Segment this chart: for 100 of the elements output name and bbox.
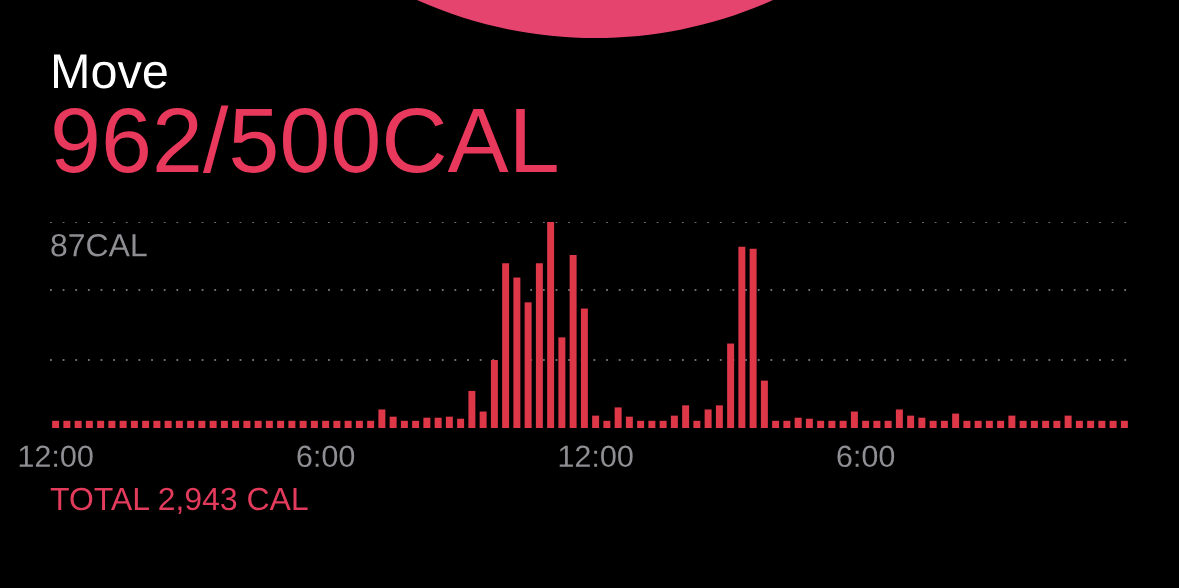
bar xyxy=(828,420,836,428)
bar xyxy=(220,420,228,428)
bar xyxy=(187,420,195,428)
bar xyxy=(760,380,768,428)
bar xyxy=(535,263,543,428)
bar xyxy=(873,420,881,428)
bar xyxy=(434,417,442,428)
bar xyxy=(727,343,735,428)
bar xyxy=(1064,415,1072,428)
bar xyxy=(153,420,161,428)
bar xyxy=(333,420,341,428)
bar xyxy=(130,420,138,428)
bar xyxy=(288,420,296,428)
x-tick-label: 12:00 xyxy=(559,445,633,468)
bar xyxy=(164,420,172,428)
bar xyxy=(1042,420,1050,428)
bar xyxy=(513,277,521,428)
bar xyxy=(603,420,611,428)
bar xyxy=(445,416,453,428)
x-tick-label: 12:00 xyxy=(19,445,93,468)
bar xyxy=(490,360,498,428)
bar xyxy=(1008,415,1016,428)
bar xyxy=(502,263,510,428)
bar xyxy=(85,420,93,428)
bar xyxy=(299,420,307,428)
ref-line-label: 87CAL xyxy=(51,233,147,257)
chart-title: Move xyxy=(53,54,167,89)
bar xyxy=(63,420,71,428)
bar xyxy=(794,417,802,428)
x-tick-label: 6:00 xyxy=(297,445,355,468)
bar xyxy=(558,337,566,428)
bar xyxy=(772,420,780,428)
bar xyxy=(1019,420,1027,428)
bar xyxy=(142,420,150,428)
bar xyxy=(378,409,386,428)
bar xyxy=(254,420,262,428)
bar xyxy=(1120,420,1128,428)
bar xyxy=(243,420,251,428)
bar xyxy=(783,420,791,428)
bar xyxy=(400,420,408,428)
bar xyxy=(637,420,645,428)
bar xyxy=(670,415,678,428)
bar xyxy=(265,420,273,428)
bar xyxy=(997,420,1005,428)
bar xyxy=(648,420,656,428)
bar xyxy=(839,420,847,428)
bar xyxy=(940,420,948,428)
bar xyxy=(929,420,937,428)
bar xyxy=(547,222,555,428)
bar xyxy=(884,420,892,428)
bar xyxy=(209,420,217,428)
bar xyxy=(907,415,915,428)
bar xyxy=(423,417,431,428)
bar xyxy=(524,302,532,428)
bar xyxy=(952,413,960,428)
bar xyxy=(985,420,993,428)
bar xyxy=(918,417,926,428)
bar xyxy=(355,420,363,428)
bar xyxy=(659,420,667,428)
bar xyxy=(817,420,825,428)
bar xyxy=(749,248,757,428)
bar xyxy=(625,416,633,428)
bar xyxy=(805,418,813,428)
bar xyxy=(1053,420,1061,428)
bar xyxy=(412,420,420,428)
bar xyxy=(389,416,397,428)
text: TOTAL 2,943 CAL xyxy=(50,487,308,515)
bar xyxy=(119,420,127,428)
bar xyxy=(277,420,285,428)
bar xyxy=(682,405,690,428)
bar xyxy=(715,405,723,428)
bar xyxy=(895,409,903,428)
bar xyxy=(468,390,476,428)
bar xyxy=(738,246,746,428)
bar xyxy=(1030,420,1038,428)
bar xyxy=(52,420,60,428)
bar xyxy=(175,420,183,428)
x-tick-label: 6:00 xyxy=(837,445,895,468)
bar xyxy=(963,420,971,428)
bar xyxy=(108,420,116,428)
bar xyxy=(322,420,330,428)
bar xyxy=(457,418,465,428)
bar xyxy=(580,308,588,428)
bar xyxy=(592,415,600,428)
bar xyxy=(344,420,352,428)
bar xyxy=(1087,420,1095,428)
bar xyxy=(569,254,577,428)
bar xyxy=(850,411,858,428)
bar xyxy=(704,409,712,428)
bar xyxy=(693,420,701,428)
bar xyxy=(614,407,622,428)
bar xyxy=(1075,420,1083,428)
bar xyxy=(74,420,82,428)
bar xyxy=(1098,420,1106,428)
bar xyxy=(97,420,105,428)
bar xyxy=(367,420,375,428)
bar xyxy=(974,420,982,428)
chart-subtitle: 962/500CAL xyxy=(54,105,557,173)
bar xyxy=(198,420,206,428)
bar xyxy=(310,420,318,428)
